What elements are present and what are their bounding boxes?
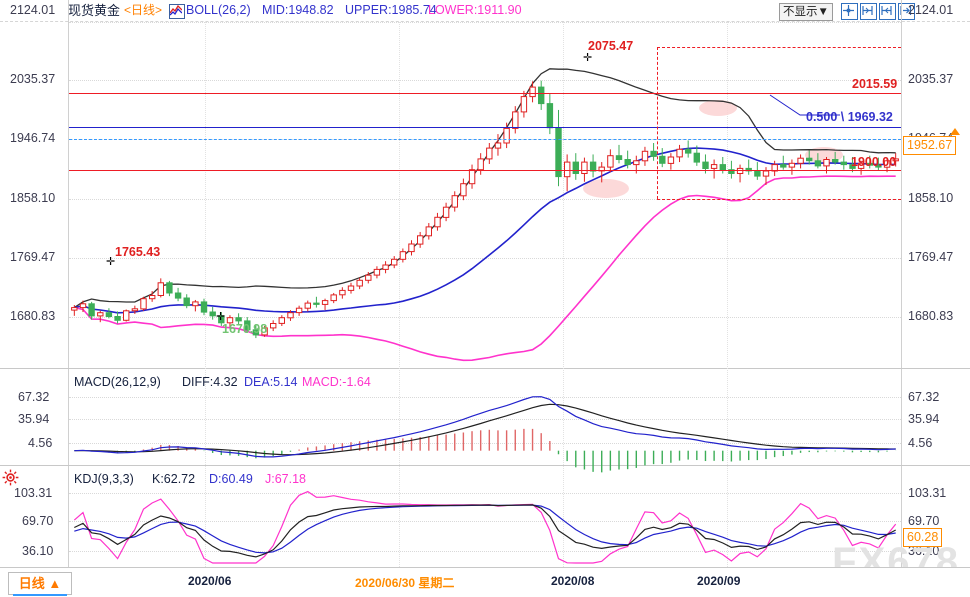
- gridline: [727, 22, 728, 567]
- highlight-ellipse-lower: [583, 179, 629, 198]
- kdj-d: D:60.49: [209, 472, 253, 486]
- kdj-y-label-right: 103.31: [908, 486, 947, 500]
- rect-left-edge[interactable]: [657, 47, 658, 199]
- rect-top-edge[interactable]: [657, 47, 901, 48]
- extreme-marker-low: ✛: [216, 311, 226, 323]
- chart-header: 现货黄金 <日线> BOLL(26,2) MID:1948.82 UPPER:1…: [0, 0, 970, 21]
- kdj-y-label-right: 69.70: [908, 514, 940, 528]
- extreme-high-1765: 1765.43: [115, 245, 161, 259]
- gridline: [563, 22, 564, 567]
- display-mode-dropdown[interactable]: 不显示▼: [779, 3, 833, 21]
- boll-lower: LOWER:1911.90: [428, 3, 522, 17]
- gridline: [69, 443, 901, 444]
- extreme-marker-high: ✛: [106, 256, 116, 268]
- y-axis-label-right: 2035.37: [908, 72, 954, 86]
- highlight-ellipse-upper: [699, 100, 737, 116]
- rect-bottom-edge[interactable]: [657, 199, 901, 200]
- macd-dea: DEA:5.14: [244, 375, 298, 389]
- extreme-high-2075: 2075.47: [588, 39, 634, 53]
- y-axis-label-right: 2124.01: [908, 3, 954, 17]
- kdj-y-label-left: 103.31: [14, 486, 53, 500]
- y-axis-label-right: 1680.83: [908, 309, 954, 323]
- macd-value: MACD:-1.64: [302, 375, 371, 389]
- kdj-panel-divider: [0, 465, 970, 466]
- gridline: [69, 397, 901, 398]
- gridline: [69, 199, 901, 200]
- macd-title: MACD(26,12,9): [74, 375, 161, 389]
- y-axis-label-left: 2124.01: [10, 3, 56, 17]
- boll-upper: UPPER:1985.74: [345, 3, 437, 17]
- kdj-y-label-left: 36.10: [22, 544, 54, 558]
- macd-y-label-right: 67.32: [908, 390, 940, 404]
- macd-panel-divider: [0, 368, 970, 369]
- gridline: [69, 551, 901, 552]
- kdj-y-label-left: 69.70: [22, 514, 54, 528]
- gridline: [69, 493, 901, 494]
- plot-left-border: [68, 0, 69, 567]
- y-axis-label-left: 1769.47: [10, 250, 56, 264]
- zoom-in-icon[interactable]: [879, 3, 896, 20]
- zoom-out-icon[interactable]: [860, 3, 877, 20]
- extreme-marker-high: ✛: [583, 52, 593, 64]
- gridline: [69, 521, 901, 522]
- kdj-j: J:67.18: [265, 472, 307, 486]
- macd-y-label-left: 35.94: [18, 412, 50, 426]
- y-axis-label-left: 2035.37: [10, 72, 56, 86]
- sun-settings-icon[interactable]: [2, 469, 19, 486]
- resistance-label-2015: 2015.59: [852, 77, 898, 91]
- period-button[interactable]: 日线 ▲: [8, 572, 72, 596]
- boll-mid: MID:1948.82: [262, 3, 334, 17]
- dashed-level-line[interactable]: [69, 139, 901, 140]
- x-axis-date-label: 2020/09: [697, 574, 741, 588]
- y-axis-label-left: 1858.10: [10, 191, 56, 205]
- support-label-1900: 1900.00: [851, 155, 897, 169]
- price-arrow-marker: [950, 128, 960, 135]
- gridline: [69, 317, 901, 318]
- support-line-1900[interactable]: [69, 170, 901, 171]
- y-axis-label-left: 1680.83: [10, 309, 56, 323]
- x-axis-date-highlight: 2020/06/30 星期二: [355, 576, 455, 590]
- crosshair-icon[interactable]: [841, 3, 858, 20]
- gridline: [205, 22, 206, 567]
- gridline: [399, 22, 400, 567]
- macd-diff: DIFF:4.32: [182, 375, 238, 389]
- macd-y-label-right: 35.94: [908, 412, 940, 426]
- kdj-title: KDJ(9,3,3): [74, 472, 134, 486]
- kdj-value-tag: 60.28: [903, 528, 943, 547]
- period-underline: [13, 594, 67, 596]
- fib-line-0500[interactable]: [69, 127, 901, 128]
- symbol-title: 现货黄金: [68, 3, 121, 18]
- gridline: [69, 419, 901, 420]
- resistance-line-2015[interactable]: [69, 93, 901, 94]
- line-chart-icon[interactable]: [169, 4, 185, 19]
- current-price-tag: 1952.67: [903, 136, 957, 155]
- kdj-y-label-right: 36.10: [908, 544, 940, 558]
- y-axis-label-left: 1946.74: [10, 131, 56, 145]
- gridline: [69, 80, 901, 81]
- x-axis-date-label: 2020/08: [551, 574, 595, 588]
- macd-y-label-left: 67.32: [18, 390, 50, 404]
- period-tag: <日线>: [124, 3, 163, 17]
- y-axis-label-right: 1769.47: [908, 250, 954, 264]
- gridline: [69, 22, 901, 23]
- header-divider: [0, 21, 970, 22]
- extreme-low-1670: 1670.98: [222, 322, 268, 336]
- macd-y-label-right: 4.56: [908, 436, 933, 450]
- boll-label: BOLL(26,2): [186, 3, 251, 17]
- shift-right-icon[interactable]: [898, 3, 915, 20]
- x-axis-date-label: 2020/06: [188, 574, 232, 588]
- period-button-label: 日线 ▲: [18, 576, 62, 591]
- y-axis-label-right: 1858.10: [908, 191, 954, 205]
- plot-right-border: [901, 0, 902, 567]
- kdj-k: K:62.72: [152, 472, 196, 486]
- bottom-toolbar: 日线 ▲ 2020/06 2020/06/30 星期二 2020/08 2020…: [0, 567, 970, 597]
- macd-y-label-left: 4.56: [28, 436, 53, 450]
